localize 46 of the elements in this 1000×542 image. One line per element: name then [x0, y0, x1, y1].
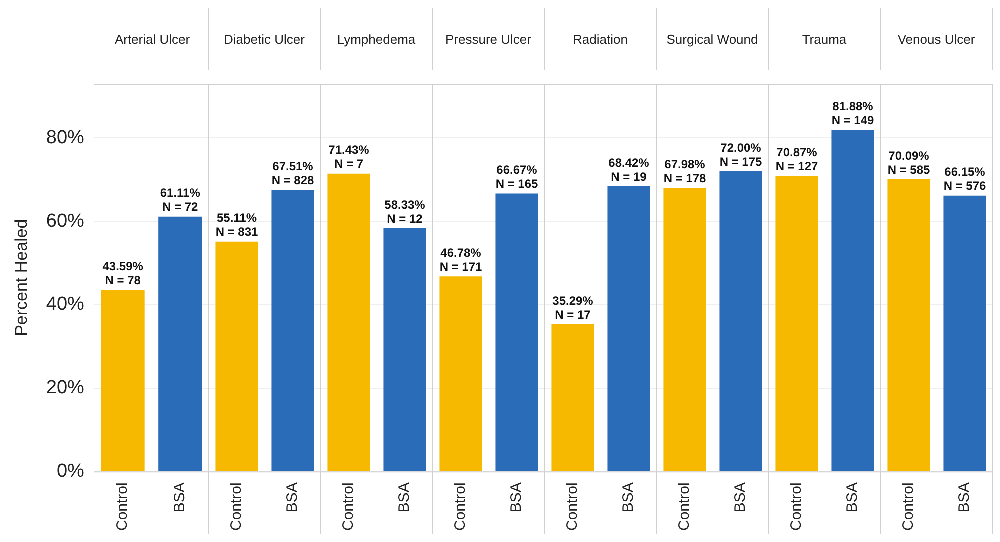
data-label: 58.33% N = 12: [384, 198, 426, 226]
y-axis-title: Percent Healed: [12, 219, 31, 336]
data-label: 43.59% N = 78: [102, 259, 144, 288]
data-label: 70.09% N = 585: [888, 148, 930, 177]
data-label: 46.78% N = 171: [440, 246, 482, 274]
x-tick-label: Control: [452, 482, 470, 532]
chart-title: Arterial Ulcer: [114, 32, 190, 46]
data-label: 70.87% N = 127: [776, 146, 818, 174]
x-tick-label: BSA: [396, 482, 414, 513]
data-label: 67.51% N = 828: [272, 160, 314, 188]
chart-title: Diabetic Ulcer: [224, 32, 305, 46]
data-label: 66.15% N = 576: [944, 165, 986, 194]
y-tick-label: 40%: [46, 294, 85, 316]
x-tick-label: BSA: [732, 482, 750, 513]
x-tick-label: BSA: [844, 482, 862, 513]
data-label: 68.42% N = 19: [608, 156, 650, 184]
chart-title: Lymphedema: [337, 32, 416, 46]
x-tick-label: Control: [676, 482, 694, 532]
chart-title: Radiation: [573, 32, 628, 46]
x-tick-label: Control: [228, 482, 246, 532]
data-label: 81.88% N = 149: [832, 100, 874, 128]
data-label: 71.43% N = 7: [328, 143, 370, 172]
y-tick-label: 20%: [46, 378, 85, 399]
x-tick-label: BSA: [284, 482, 302, 513]
x-tick-label: Control: [788, 482, 806, 532]
y-tick-label: 60%: [46, 210, 85, 232]
chart-title: Trauma: [802, 32, 847, 46]
x-tick-label: BSA: [956, 482, 974, 513]
data-label: 66.67% N = 165: [496, 163, 538, 192]
x-tick-label: BSA: [172, 482, 188, 513]
chart-title: Venous Ulcer: [898, 32, 976, 46]
chart-title: Surgical Wound: [666, 32, 758, 46]
x-tick-label: Control: [114, 482, 132, 532]
data-label: 35.29% N = 17: [552, 294, 594, 322]
data-label: 67.98% N = 178: [664, 158, 706, 186]
x-tick-label: BSA: [620, 482, 638, 513]
x-tick-label: Control: [564, 482, 582, 532]
x-tick-label: Control: [900, 482, 918, 532]
data-label: 72.00% N = 175: [720, 140, 762, 169]
chart-title: Pressure Ulcer: [446, 32, 532, 46]
data-label: 61.11% N = 72: [160, 186, 201, 214]
data-label: 55.11% N = 831: [216, 211, 258, 240]
y-tick-label: 0%: [56, 460, 85, 482]
x-tick-label: Control: [340, 482, 358, 532]
x-tick-label: BSA: [508, 482, 526, 513]
y-tick-label: 80%: [46, 127, 85, 148]
